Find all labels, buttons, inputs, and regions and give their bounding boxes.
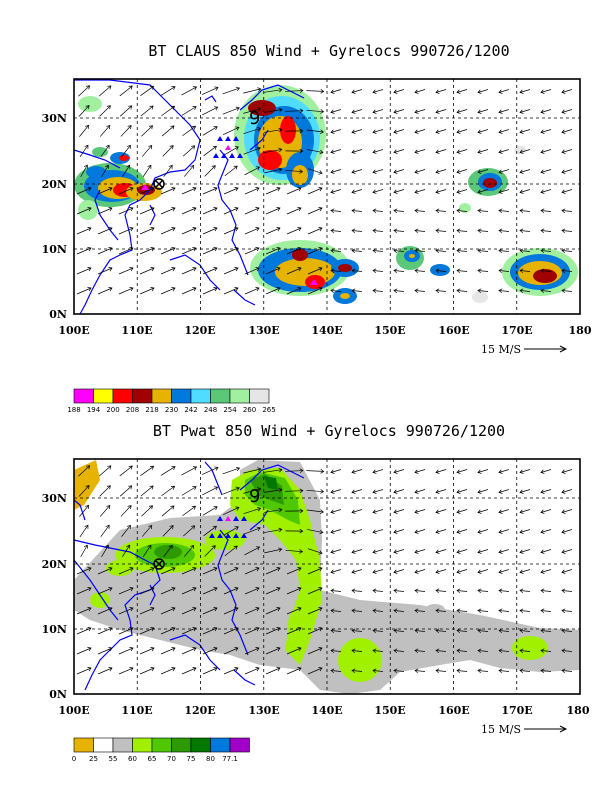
bottom-lon-130e: 130E	[248, 704, 279, 717]
top-colorbar-label: 260	[243, 406, 256, 414]
top-colorbar-label: 248	[204, 406, 217, 414]
bottom-wind-vectors	[76, 465, 573, 675]
bottom-colorbar-swatch	[73, 737, 94, 753]
bottom-lat-10n: 10N	[42, 623, 67, 636]
bottom-lon-150e: 150E	[374, 704, 405, 717]
top-cloud-shading	[74, 85, 578, 304]
top-colorbar-label: 200	[106, 406, 119, 414]
top-lon-180: 180	[569, 324, 592, 337]
top-lon-100e: 100E	[58, 324, 89, 337]
top-colorbar-swatch	[73, 388, 94, 404]
top-lat-0n: 0N	[49, 308, 67, 321]
bottom-lon-160e: 160E	[438, 704, 469, 717]
bottom-gyre-markers: 9	[153, 486, 260, 570]
bottom-lon-180: 180	[567, 704, 590, 717]
bottom-typhoon-symbol: 9	[249, 486, 260, 507]
bottom-colorbar-label: 0	[72, 755, 76, 763]
top-lat-labels: 30N 20N 10N 0N	[42, 112, 67, 321]
top-lat-10n: 10N	[42, 243, 67, 256]
bottom-panel-title: BT Pwat 850 Wind + Gyrelocs 990726/1200	[153, 422, 505, 440]
top-colorbar-label: 188	[67, 406, 80, 414]
top-colorbar-swatch	[151, 388, 172, 404]
top-lon-150e: 150E	[374, 324, 405, 337]
top-colorbar-label: 194	[87, 406, 101, 414]
top-panel-title: BT CLAUS 850 Wind + Gyrelocs 990726/1200	[148, 42, 509, 60]
top-gyre-triangles	[141, 136, 318, 285]
top-colorbar-swatch	[229, 388, 250, 404]
bottom-colorbar-label: 55	[109, 755, 118, 763]
bottom-lon-110e: 110E	[121, 704, 152, 717]
top-typhoon-symbol: 9	[249, 108, 260, 129]
bottom-lon-labels: 100E 110E 120E 130E 140E 150E 160E 170E …	[58, 704, 590, 717]
bottom-scale-label: 15 M/S	[481, 723, 521, 736]
bottom-colorbar-swatch	[190, 737, 211, 753]
bottom-lat-labels: 30N 20N 10N 0N	[42, 492, 67, 701]
bottom-colorbar-swatch	[132, 737, 153, 753]
bottom-colorbar-label: 65	[148, 755, 157, 763]
top-colorbar-swatch	[171, 388, 192, 404]
top-lon-160e: 160E	[438, 324, 469, 337]
top-lon-labels: 100E 110E 120E 130E 140E 150E 160E 170E …	[58, 324, 592, 337]
top-colorbar-swatch	[93, 388, 114, 404]
bottom-lon-100e: 100E	[58, 704, 89, 717]
bottom-colorbar-label: 75	[187, 755, 196, 763]
top-colorbar-swatch	[190, 388, 211, 404]
top-colorbar-swatch	[132, 388, 153, 404]
top-wind-vectors	[76, 85, 573, 295]
bottom-colorbar-label: 77.1	[222, 755, 238, 763]
bottom-colorbar-label: 80	[206, 755, 215, 763]
top-colorbar-label: 242	[184, 406, 197, 414]
bottom-lon-120e: 120E	[184, 704, 215, 717]
bottom-lon-170e: 170E	[501, 704, 532, 717]
bottom-colorbar-label: 25	[89, 755, 98, 763]
top-scale-label: 15 M/S	[481, 343, 521, 356]
bottom-colorbar-swatch	[93, 737, 114, 753]
top-colorbar-label: 218	[145, 406, 158, 414]
top-map: 9	[73, 78, 581, 315]
bottom-colorbar-label: 70	[167, 755, 176, 763]
top-lat-20n: 20N	[42, 178, 67, 191]
bottom-colorbar: 0 25 55 60 65 70 75 80 77.1	[72, 737, 250, 763]
bottom-cyclone-symbol	[153, 558, 165, 570]
bottom-map-frame	[73, 458, 581, 695]
bottom-lon-140e: 140E	[311, 704, 342, 717]
top-lon-140e: 140E	[311, 324, 342, 337]
bottom-colorbar-label: 60	[128, 755, 137, 763]
top-colorbar: 188 194 200 208 218 230 242 248 254 260 265	[67, 388, 276, 414]
bottom-colorbar-swatch	[151, 737, 172, 753]
top-lon-130e: 130E	[248, 324, 279, 337]
bottom-lat-0n: 0N	[49, 688, 67, 701]
top-colorbar-label: 254	[223, 406, 237, 414]
top-colorbar-swatch	[249, 388, 270, 404]
bottom-colorbar-swatch	[210, 737, 231, 753]
bottom-scale-vector: 15 M/S	[481, 723, 568, 736]
top-colorbar-label: 208	[126, 406, 139, 414]
top-lon-110e: 110E	[121, 324, 152, 337]
top-scale-vector: 15 M/S	[481, 343, 568, 356]
bottom-colorbar-swatch	[171, 737, 192, 753]
bottom-map: 9	[73, 458, 581, 695]
bottom-colorbar-swatch	[112, 737, 133, 753]
top-lat-30n: 30N	[42, 112, 67, 125]
top-gyre-markers: 9	[141, 108, 318, 285]
top-colorbar-swatch	[112, 388, 133, 404]
bottom-gyre-triangles	[209, 516, 247, 538]
top-cyclone-symbol	[153, 178, 165, 190]
bottom-colorbar-swatch	[229, 737, 250, 753]
top-lon-120e: 120E	[184, 324, 215, 337]
top-lon-170e: 170E	[501, 324, 532, 337]
top-colorbar-swatch	[210, 388, 231, 404]
top-colorbar-label: 265	[262, 406, 275, 414]
bottom-lat-20n: 20N	[42, 558, 67, 571]
top-map-frame	[73, 78, 581, 315]
top-colorbar-label: 230	[165, 406, 178, 414]
bottom-lat-30n: 30N	[42, 492, 67, 505]
